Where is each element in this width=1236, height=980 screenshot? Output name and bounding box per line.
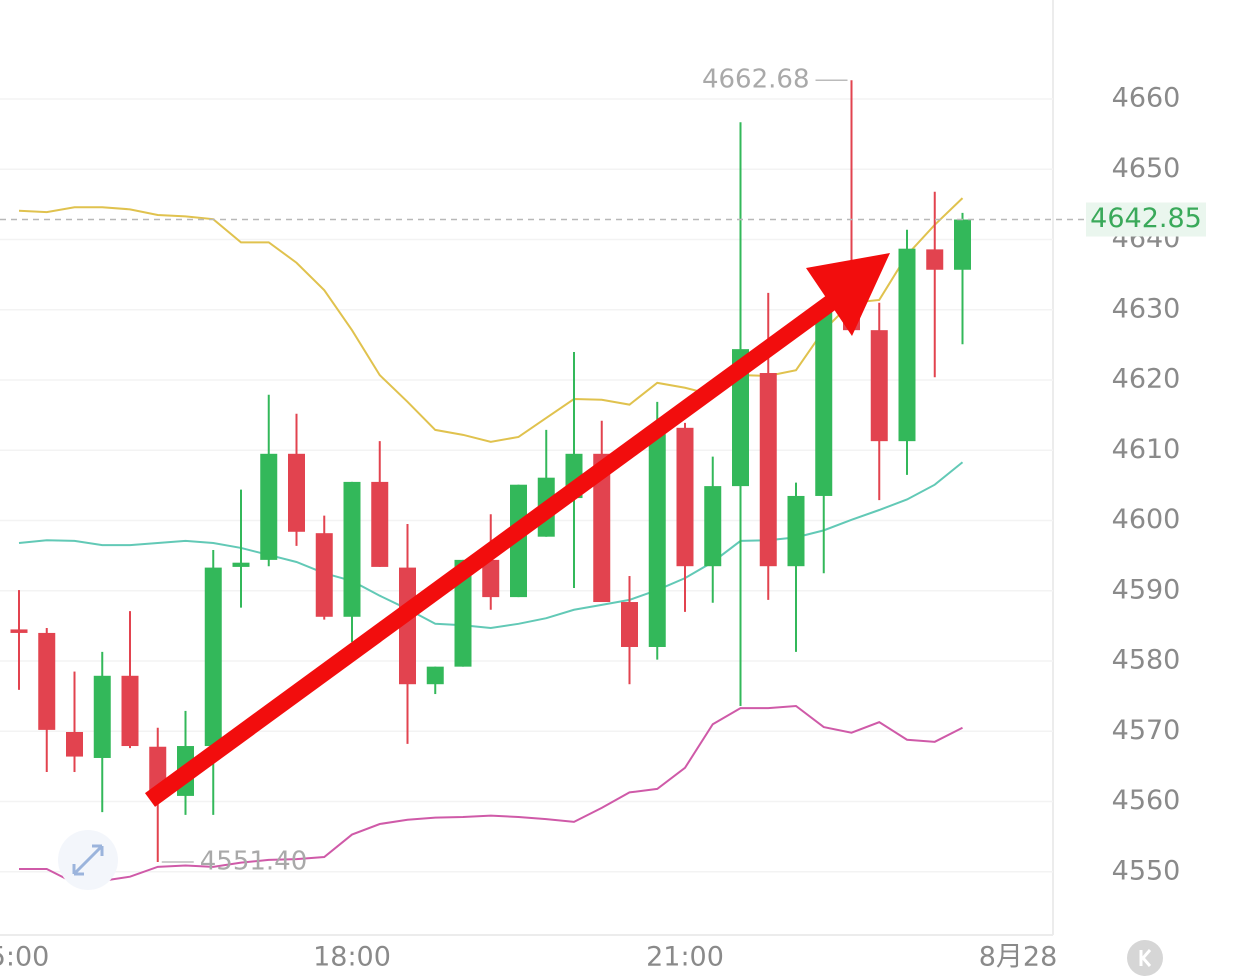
last-price-box [1086, 202, 1206, 237]
candle-body [399, 567, 416, 685]
candle-body [482, 559, 500, 598]
candle-body [898, 248, 916, 442]
x-tick-label: 21:00 [646, 942, 724, 973]
y-tick-label: 4580 [1112, 645, 1181, 676]
y-tick-label: 4660 [1112, 83, 1181, 114]
trend-arrow [144, 253, 890, 807]
candle-body [288, 453, 305, 532]
candle-body [621, 602, 638, 647]
candle-body [926, 249, 944, 270]
x-tick-label: 8月28 [979, 942, 1058, 973]
bands [18, 197, 964, 885]
y-tick-label: 4600 [1112, 504, 1181, 535]
arrow-shaft [144, 289, 846, 807]
candle-body [870, 330, 888, 442]
x-tick-label: 5:00 [0, 942, 49, 973]
candle-body [10, 629, 28, 633]
candle-body [732, 349, 749, 487]
candle-body [704, 486, 722, 567]
grid: 4550456045704580459046004610462046304640… [0, 83, 1180, 973]
arrow-head [806, 253, 890, 336]
candle-body [371, 481, 389, 567]
candle-body [454, 559, 472, 667]
candle-body [648, 434, 666, 647]
y-tick-label: 4610 [1112, 434, 1181, 465]
candle-body [593, 453, 611, 603]
band-line [19, 704, 963, 885]
candle-body [232, 562, 250, 567]
candle-body [954, 219, 971, 270]
candle-body [121, 675, 139, 747]
candle-body [260, 453, 278, 560]
y-tick-label: 4570 [1112, 715, 1181, 746]
candle-body [204, 567, 222, 747]
candle-body [426, 666, 444, 685]
overlay: 4662.68 4551.40 4642.85 [0, 65, 1206, 876]
candle-body [66, 731, 83, 757]
candle-body [315, 533, 333, 617]
y-tick-label: 4630 [1112, 293, 1181, 324]
candle-body [787, 495, 805, 567]
collapse-icon [1139, 949, 1152, 967]
annotation-label: 4551.40 [200, 846, 308, 876]
candle-body [93, 675, 111, 758]
candle-body [38, 632, 56, 730]
candle-body [815, 306, 833, 496]
candles [10, 80, 971, 862]
annotation-label: 4662.68 [702, 65, 810, 95]
candle-body [759, 373, 777, 567]
y-tick-label: 4550 [1112, 855, 1181, 886]
y-tick-label: 4650 [1112, 153, 1181, 184]
y-tick-label: 4590 [1112, 574, 1181, 605]
expand-button[interactable] [58, 830, 118, 890]
expand-icon [72, 844, 104, 876]
x-tick-label: 18:00 [313, 942, 391, 973]
band-line [18, 197, 964, 443]
band-line [18, 461, 964, 630]
y-tick-label: 4620 [1112, 364, 1181, 395]
candle-body [676, 427, 694, 567]
y-tick-label: 4560 [1112, 785, 1181, 816]
last-price-label: 4642.85 [1090, 203, 1202, 234]
collapse-button[interactable] [1127, 940, 1163, 976]
candle-body [343, 481, 361, 617]
collapse-bg[interactable] [1127, 940, 1163, 976]
